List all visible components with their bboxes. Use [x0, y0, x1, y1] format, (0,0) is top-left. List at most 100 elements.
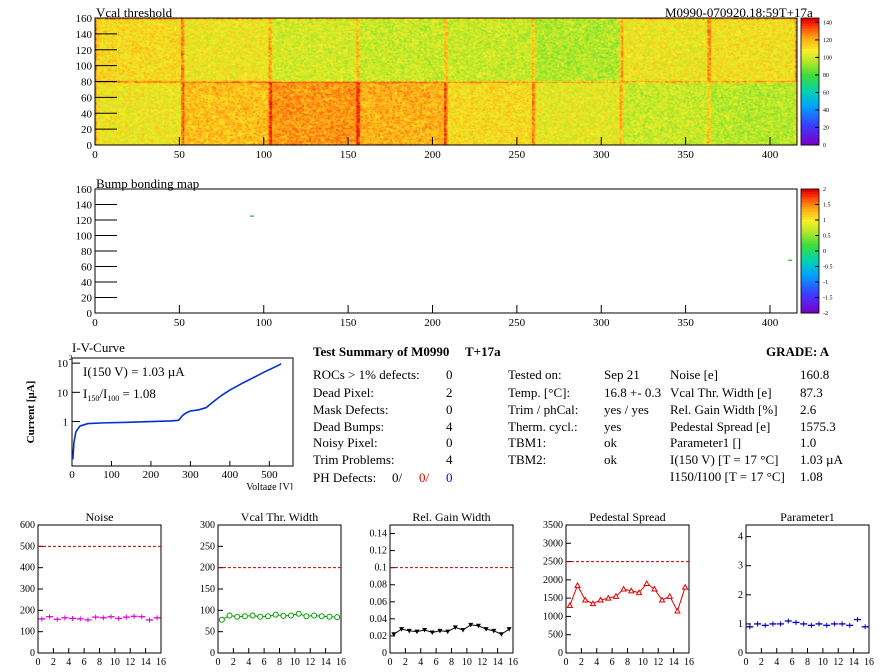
y-tick-label: 120	[76, 215, 93, 227]
roc-x-tick-label: 14	[493, 657, 503, 668]
colorbar-cell	[801, 233, 819, 237]
colorbar-cell	[801, 223, 819, 227]
y-tick-label: 60	[81, 262, 93, 274]
colorbar-cell	[801, 303, 819, 307]
y-tick-label: 160	[76, 184, 93, 196]
colorbar-label: -0.5	[823, 265, 833, 271]
mid-value: ok	[604, 435, 617, 450]
roc-x-tick-label: 8	[805, 657, 810, 668]
colorbar-cell	[801, 300, 819, 304]
roc-y-tick-label: 200	[200, 563, 215, 574]
roc-x-tick-label: 12	[833, 657, 843, 668]
colorbar-cell	[801, 216, 819, 220]
roc-data-point	[597, 596, 604, 603]
roc-x-tick-label: 0	[216, 657, 221, 668]
mid-label: Trim / phCal:	[508, 402, 579, 417]
colorbar-cell	[801, 84, 819, 88]
iv-x-tick-label: 300	[182, 469, 199, 481]
colorbar-label: 120	[823, 38, 832, 44]
bump-map-axes: 0 50 100 150 200 250 300 350 4000204060801001201…	[76, 184, 833, 329]
roc-x-tick-label: 10	[290, 657, 300, 668]
iv-ratio-annotation: I150/I100 = 1.08	[83, 386, 156, 403]
vcal-threshold-heatmap	[95, 18, 797, 145]
roc-data-point	[651, 585, 658, 592]
roc-data-point	[589, 600, 597, 607]
y-tick-label: 0	[87, 140, 93, 152]
iv-ylabel: Current [µA]	[25, 381, 37, 444]
mid-label: Therm. cycl.:	[508, 419, 578, 434]
vcal-threshold-axes: 0 50 100 150 200 250 300 350 4000204060801001201…	[76, 13, 833, 161]
left-value: 4	[446, 452, 453, 467]
colorbar-cell	[801, 238, 819, 242]
x-tick-label: 400	[762, 149, 779, 161]
colorbar-cell	[801, 213, 819, 217]
roc-x-tick-label: 4	[246, 657, 251, 668]
colorbar-cell	[801, 94, 819, 98]
x-tick-label: 200	[424, 149, 441, 161]
colorbar-label: 20	[823, 125, 829, 131]
roc-x-tick-label: 0	[388, 657, 393, 668]
colorbar-cell	[801, 104, 819, 108]
colorbar-cell	[801, 132, 819, 136]
y-tick-label: 140	[76, 29, 93, 41]
x-tick-label: 200	[424, 317, 441, 329]
colorbar-cell	[801, 38, 819, 42]
left-value: 0	[446, 367, 453, 382]
colorbar-cell	[801, 255, 819, 259]
right-value: 160.8	[800, 367, 830, 382]
colorbar-label: 1	[823, 218, 826, 224]
x-tick-label: 250	[509, 149, 526, 161]
x-tick-label: 100	[256, 149, 273, 161]
roc-data-point	[391, 632, 397, 637]
colorbar-cell	[801, 275, 819, 279]
roc-series-line	[221, 613, 338, 621]
colorbar-cell	[801, 258, 819, 262]
mid-value: Sep 21	[604, 367, 640, 382]
roc-data-point	[234, 613, 241, 620]
roc-data-point	[658, 596, 666, 603]
ph-defects-label: PH Defects:	[313, 470, 377, 485]
roc-data-point	[406, 628, 412, 634]
y-tick-label: 100	[76, 61, 93, 73]
colorbar-cell	[801, 76, 819, 80]
bump-map-title: Bump bonding map	[96, 176, 200, 191]
x-tick-label: 400	[762, 317, 779, 329]
colorbar-label: 80	[823, 73, 829, 79]
roc-x-tick-label: 6	[790, 657, 795, 668]
colorbar-cell	[801, 96, 819, 100]
colorbar-cell	[801, 201, 819, 205]
vcal-threshold-title: Vcal threshold	[96, 5, 173, 20]
roc-y-tick-label: 150	[200, 584, 215, 595]
colorbar-cell	[801, 221, 819, 225]
roc-data-point	[241, 613, 248, 620]
iv-annotation: I(150 V) = 1.03 µA	[83, 364, 185, 379]
roc-x-tick-label: 0	[564, 657, 569, 668]
roc-x-tick-label: 16	[508, 657, 518, 668]
colorbar-cell	[801, 45, 819, 49]
colorbar-cell	[801, 248, 819, 252]
colorbar-cell	[801, 28, 819, 32]
colorbar-cell	[801, 53, 819, 57]
roc-data-point	[604, 594, 612, 601]
mid-label: Tested on:	[508, 367, 562, 382]
roc-data-point	[249, 612, 256, 619]
roc-x-tick-label: 12	[125, 657, 135, 668]
colorbar-cell	[801, 61, 819, 65]
colorbar-cell	[801, 86, 819, 90]
roc-x-tick-label: 2	[403, 657, 408, 668]
plot-frame	[94, 17, 798, 146]
iv-title: I-V-Curve	[72, 340, 125, 355]
roc-data-point	[666, 592, 674, 599]
colorbar-cell	[801, 35, 819, 39]
roc-data-point	[681, 583, 689, 590]
left-label: Dead Bumps:	[313, 419, 385, 434]
roc-x-tick-label: 2	[231, 657, 236, 668]
colorbar-cell	[801, 193, 819, 197]
roc-series-line	[393, 624, 510, 635]
colorbar-cell	[801, 268, 819, 272]
right-label: Vcal Thr. Width [e]	[670, 385, 772, 400]
roc-data-point	[311, 612, 318, 619]
